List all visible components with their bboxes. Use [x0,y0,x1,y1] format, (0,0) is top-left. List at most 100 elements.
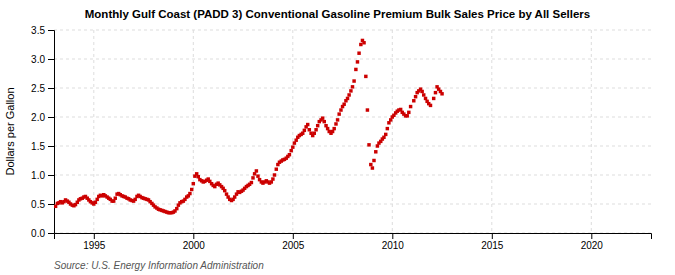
grid-line [193,30,194,233]
point [346,97,349,100]
tick-mark [48,59,54,60]
point [364,75,367,78]
grid [54,30,651,233]
chart: 1995 2000 2005 2010 2015 2020 0.0 0.5 1.0 1.5 2.0 2… [0,0,675,275]
tick: 2015 [481,233,504,251]
grid-line [54,175,651,176]
point [369,163,372,166]
title: Monthly Gulf Coast (PADD 3) Conventional… [85,8,590,20]
point [371,166,374,169]
point [303,129,306,132]
point [339,108,342,111]
tick-mark [48,146,54,147]
tick-label: 1995 [83,240,106,251]
tick-mark [94,233,95,239]
tick-mark [293,233,294,239]
point [308,128,311,131]
point [366,108,369,111]
tick-label: 2015 [481,240,504,251]
axis-line [48,31,55,234]
tick-mark [591,233,592,239]
tick: 1.0 [31,170,54,181]
tick-label: 2.0 [31,112,45,123]
tick: 3.5 [31,25,54,36]
tick-mark [392,233,393,239]
point [332,127,335,130]
point [250,181,253,184]
tick: 2010 [382,233,405,251]
point [271,177,274,180]
point [386,127,389,130]
point [405,114,408,117]
axis-line [55,234,652,240]
point [275,167,278,170]
tick-label: 2000 [183,240,206,251]
tick-label: 1.5 [31,141,45,152]
points [54,39,444,215]
point [359,43,362,46]
point [175,207,178,210]
grid-line [491,30,492,233]
point [256,174,259,177]
point [362,41,365,44]
point [407,111,410,114]
point [273,173,276,176]
tick-mark [48,117,54,118]
plot-area: 1995 2000 2005 2010 2015 2020 0.0 0.5 1.0 1.5 2.0 2… [31,25,651,251]
grid-line [591,30,592,233]
tick-label: 3.0 [31,54,45,65]
grid-line [54,30,651,31]
point [349,89,352,92]
point [289,149,292,152]
point [188,192,191,195]
y-axis-title: Dollars per Gallon [4,87,16,175]
tick-mark [48,233,54,234]
point [337,112,340,115]
grid-line [54,204,651,205]
tick: 2000 [183,233,206,251]
tick-label: 1.0 [31,170,45,181]
point [422,93,425,96]
point [367,143,370,146]
grid-line [392,30,393,233]
x-axis: 1995 2000 2005 2010 2015 2020 [55,233,652,251]
tick: 2.0 [31,112,54,123]
point [291,145,294,148]
point [420,90,423,93]
tick-mark [48,30,54,31]
tick: 2.5 [31,83,54,94]
point [336,118,339,121]
point [316,124,319,127]
grid-line [292,30,293,233]
tick-mark [48,88,54,89]
tick-mark [48,175,54,176]
tick-label: 2005 [282,240,305,251]
point [352,79,355,82]
point [313,132,316,135]
point [374,150,377,153]
tick: 3.0 [31,54,54,65]
tick-label: 2.5 [31,83,45,94]
point [114,196,117,199]
point [190,188,193,191]
point [384,133,387,136]
point [347,93,350,96]
point [255,169,258,172]
tick-label: 2020 [581,240,604,251]
grid-line [54,117,651,118]
tick-label: 3.5 [31,25,45,36]
point [192,182,195,185]
tick-mark [193,233,194,239]
point [334,122,337,125]
point [351,85,354,88]
point [306,123,309,126]
point [354,68,357,71]
tick: 0.5 [31,199,54,210]
source-note: Source: U.S. Energy Information Administ… [54,260,264,271]
point [409,105,412,108]
point [357,51,360,54]
tick-label: 0.5 [31,199,45,210]
point [440,92,443,95]
point [412,99,415,102]
tick-label: 0.0 [31,228,45,239]
